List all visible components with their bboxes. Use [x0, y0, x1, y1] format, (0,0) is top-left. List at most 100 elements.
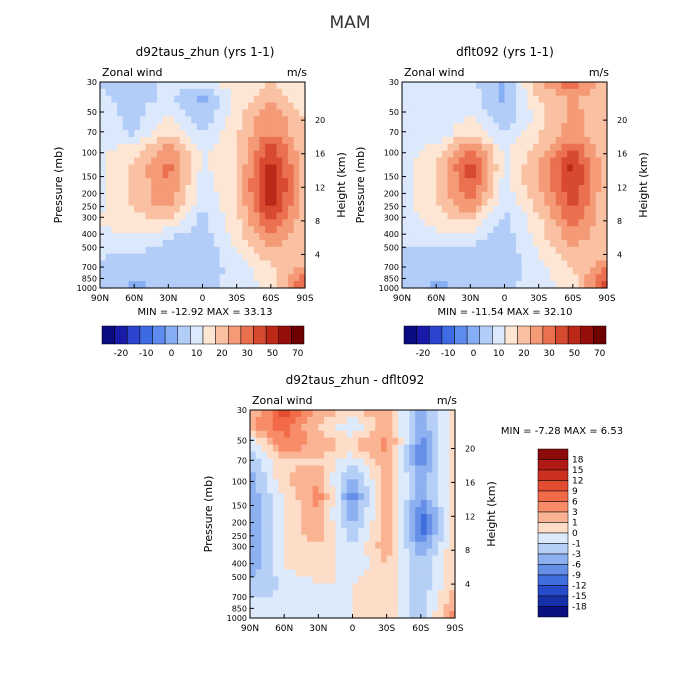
field-cell: [151, 267, 158, 275]
field-cell: [179, 212, 187, 220]
field-cell: [230, 102, 238, 111]
field-cell: [318, 548, 325, 557]
field-cell: [521, 185, 528, 193]
field-cell: [589, 274, 597, 282]
field-cell: [363, 472, 371, 480]
field-cell: [255, 576, 262, 584]
field-cell: [219, 123, 226, 131]
field-cell: [282, 246, 289, 255]
field-cell: [287, 185, 295, 193]
field-cell: [242, 281, 249, 289]
colorbar-box: [537, 511, 569, 523]
field-cell: [572, 157, 580, 165]
field-cell: [561, 191, 568, 200]
field-cell: [447, 246, 454, 255]
field-cell: [561, 185, 568, 193]
field-cell: [156, 116, 164, 124]
field-cell: [550, 143, 557, 152]
field-cell: [301, 430, 308, 439]
field-cell: [299, 226, 306, 234]
field-cell: [270, 239, 278, 248]
field-cell: [255, 416, 262, 425]
field-cell: [145, 123, 152, 131]
field-cell: [430, 143, 437, 152]
field-cell: [402, 246, 409, 255]
y-tick-label: 200: [232, 519, 247, 528]
colorbar-box: [530, 325, 544, 345]
field-cell: [504, 178, 511, 186]
field-cell: [504, 171, 511, 179]
field-cell: [424, 178, 432, 186]
field-cell: [122, 260, 130, 268]
field-cell: [572, 95, 580, 104]
field-cell: [464, 102, 471, 111]
field-cell: [145, 281, 152, 289]
field-cell: [335, 479, 342, 487]
field-cell: [306, 562, 314, 571]
field-cell: [265, 116, 272, 124]
colorbar-box: [101, 325, 115, 345]
field-cell: [295, 416, 302, 425]
field-cell: [419, 150, 426, 159]
field-cell: [174, 198, 181, 207]
field-cell: [105, 130, 112, 138]
field-cell: [287, 198, 295, 207]
field-cell: [363, 437, 371, 446]
field-cell: [447, 267, 454, 275]
field-cell: [202, 219, 209, 227]
field-cell: [380, 597, 388, 605]
field-cell: [151, 185, 158, 193]
field-cell: [415, 548, 422, 557]
field-cell: [538, 274, 545, 282]
field-cell: [128, 233, 135, 241]
field-cell: [392, 486, 399, 494]
colorbar-label: 70: [594, 349, 606, 359]
field-cell: [392, 569, 399, 577]
field-cell: [270, 274, 278, 282]
field-cell: [504, 205, 511, 214]
field-cell: [515, 102, 523, 111]
field-cell: [139, 143, 147, 152]
field-cell: [272, 534, 280, 543]
field-cell: [265, 109, 272, 117]
field-cell: [301, 583, 308, 591]
field-cell: [236, 191, 243, 200]
field-cell: [253, 233, 261, 241]
field-cell: [402, 164, 409, 172]
field-cell: [100, 82, 107, 90]
field-cell: [407, 164, 414, 172]
field-cell: [145, 150, 152, 159]
field-cell: [179, 260, 187, 268]
field-cell: [284, 479, 291, 487]
field-cell: [578, 130, 585, 138]
field-cell: [117, 246, 124, 255]
field-cell: [409, 486, 416, 494]
field-cell: [301, 500, 308, 508]
field-cell: [306, 507, 314, 515]
field-cell: [567, 185, 574, 193]
field-cell: [282, 150, 289, 159]
field-cell: [230, 123, 238, 131]
field-cell: [441, 143, 449, 152]
field-cell: [282, 198, 289, 207]
field-cell: [464, 88, 471, 97]
field-cell: [515, 191, 523, 200]
field-cell: [392, 458, 399, 467]
field-cell: [424, 143, 432, 152]
field-cell: [527, 136, 534, 145]
field-cell: [335, 423, 342, 432]
field-cell: [601, 281, 608, 289]
field-cell: [504, 95, 511, 104]
field-cell: [402, 102, 409, 111]
field-cell: [191, 102, 198, 111]
field-cell: [521, 205, 528, 214]
field-cell: [261, 493, 268, 501]
field-cell: [145, 157, 152, 165]
field-cell: [248, 136, 255, 145]
field-cell: [407, 136, 414, 145]
field-cell: [504, 88, 511, 97]
field-cell: [270, 130, 278, 138]
field-cell: [270, 219, 278, 227]
field-cell: [225, 191, 232, 200]
field-cell: [498, 178, 506, 186]
